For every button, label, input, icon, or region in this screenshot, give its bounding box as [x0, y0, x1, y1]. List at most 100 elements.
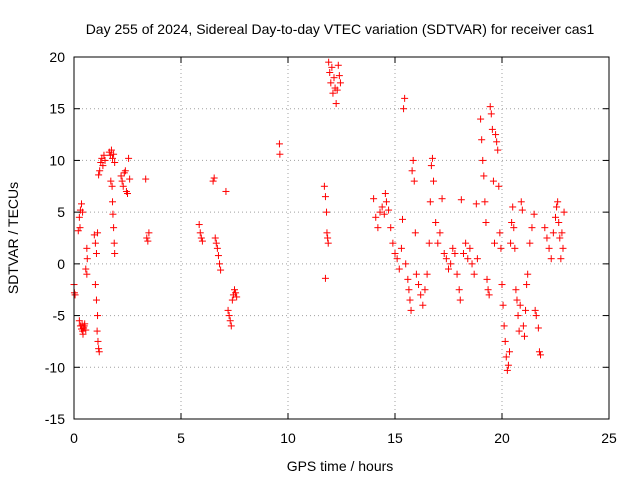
data-point [514, 312, 522, 320]
data-point [515, 327, 523, 335]
x-axis-label: GPS time / hours [287, 458, 394, 474]
data-points [70, 58, 568, 374]
data-point [124, 190, 131, 198]
data-point [326, 69, 334, 77]
data-point [556, 234, 564, 242]
data-point [517, 198, 525, 206]
data-point [526, 239, 534, 247]
data-point [457, 196, 465, 204]
data-point [530, 210, 538, 218]
data-point [213, 244, 221, 252]
data-point [117, 172, 125, 180]
data-point [96, 167, 104, 175]
data-point [224, 306, 232, 314]
data-point [428, 154, 436, 162]
data-point [479, 156, 487, 164]
data-point [553, 203, 561, 211]
data-point [510, 224, 518, 232]
data-point [142, 175, 150, 183]
y-axis-label: SDTVAR / TECUs [5, 182, 21, 294]
data-point [543, 234, 551, 242]
data-point [528, 224, 536, 232]
data-point [411, 229, 419, 237]
data-point [328, 63, 336, 71]
data-point [387, 224, 395, 232]
data-point [412, 270, 420, 278]
data-point [505, 348, 513, 356]
data-point [484, 286, 492, 294]
data-point [498, 281, 506, 289]
data-point [376, 208, 384, 216]
x-tick-label: 20 [494, 430, 510, 446]
data-point [511, 244, 519, 252]
data-point [216, 260, 224, 268]
data-point [334, 61, 342, 69]
data-point [487, 110, 495, 118]
data-point [406, 296, 414, 304]
data-point [382, 198, 390, 206]
data-point [99, 162, 107, 170]
data-point [276, 150, 284, 158]
data-point [212, 239, 220, 247]
data-point [75, 213, 83, 221]
data-point [532, 312, 540, 320]
data-point [232, 289, 240, 297]
data-point [380, 210, 388, 218]
data-point [391, 250, 399, 258]
data-point [83, 255, 91, 263]
data-point [325, 58, 333, 66]
data-point [398, 215, 406, 223]
data-point [110, 239, 118, 247]
data-point [93, 327, 101, 335]
y-tick-label: -5 [53, 308, 66, 324]
data-point [145, 229, 153, 237]
data-point [109, 154, 117, 162]
data-point [222, 187, 230, 195]
x-tick-label: 25 [601, 430, 617, 446]
data-point [144, 237, 152, 245]
data-point [531, 306, 539, 314]
data-point [80, 322, 88, 330]
data-point [410, 177, 418, 185]
grid [74, 57, 609, 419]
data-point [330, 74, 338, 82]
data-point [231, 286, 238, 294]
data-point [558, 229, 566, 237]
data-point [485, 291, 493, 299]
data-point [524, 270, 532, 278]
x-tick-label: 10 [280, 430, 296, 446]
data-point [333, 86, 341, 94]
data-point [126, 175, 134, 183]
data-point [91, 281, 99, 289]
data-point [520, 332, 528, 340]
data-point [110, 150, 118, 158]
data-point [408, 167, 416, 175]
plot-frame [73, 56, 610, 420]
data-point [198, 237, 206, 245]
data-point [228, 296, 236, 304]
data-point [493, 138, 501, 146]
data-point [468, 260, 476, 268]
data-point [332, 100, 340, 108]
data-point [419, 301, 427, 309]
data-point [427, 162, 435, 170]
data-point [459, 250, 467, 258]
data-point [323, 208, 331, 216]
data-point [495, 182, 503, 190]
data-point [225, 312, 233, 320]
data-point [94, 312, 102, 320]
chart-title: Day 255 of 2024, Sidereal Day-to-day VTE… [86, 21, 595, 37]
data-point [111, 250, 119, 258]
y-tick-label: 10 [49, 152, 65, 168]
data-point [480, 172, 488, 180]
data-point [456, 296, 464, 304]
data-point [447, 260, 455, 268]
data-point [541, 224, 549, 232]
data-point [83, 244, 91, 252]
x-axis-ticks: 0 5 10 15 20 25 [70, 57, 617, 446]
data-point [499, 301, 507, 309]
data-point [483, 275, 491, 283]
data-point [372, 213, 380, 221]
data-point [552, 213, 559, 221]
